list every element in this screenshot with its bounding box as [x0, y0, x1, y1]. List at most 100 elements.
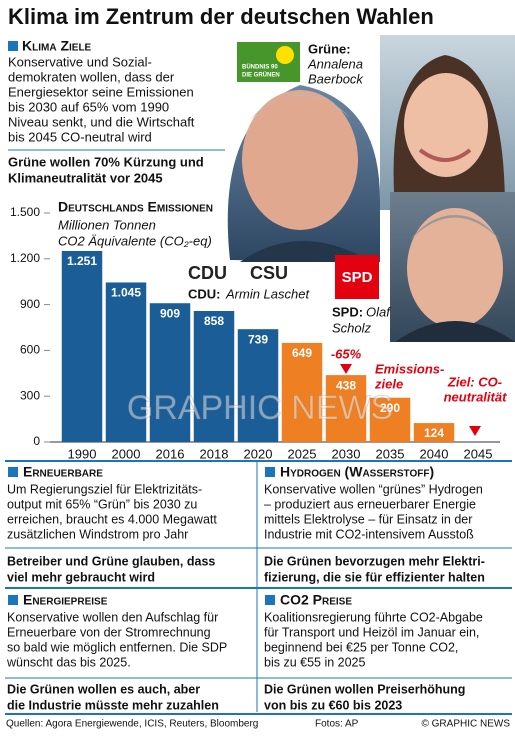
- body-text: bis 2030 auf 65% vom 1990: [8, 99, 169, 114]
- bar: [325, 375, 367, 442]
- x-tick-label: 2020: [244, 446, 273, 461]
- annotation: -65%: [331, 346, 362, 361]
- section-heading: Energiepreise: [23, 592, 108, 608]
- bullet: [8, 595, 18, 605]
- y-tick-label: 600: [20, 343, 40, 357]
- body-text: mittels Elektrolyse – für Einsatz in der: [264, 512, 472, 526]
- highlight-text: Die Grünen bevorzugen mehr Elektri-: [264, 554, 485, 568]
- y-tick-label: 0: [33, 434, 40, 448]
- body-text: – produziert aus erneuerbarer Energie: [264, 497, 476, 511]
- page-title: Klima im Zentrum der deutschen Wahlen: [8, 4, 434, 29]
- body-text: wünscht das bis 2025.: [6, 655, 131, 669]
- body-text: zusätzlichen Windstrom pro Jahr: [7, 527, 188, 541]
- section-heading: CO2 Preise: [280, 592, 352, 608]
- candidate-name: Armin Laschet: [225, 286, 310, 301]
- body-text: Industrie mit CO2-intensivem Ausstoß: [264, 527, 474, 541]
- body-text: Um Regierungsziel für Elektrizitäts-: [7, 482, 202, 496]
- logo-text: SPD: [342, 269, 373, 286]
- x-tick-label: 2018: [200, 446, 229, 461]
- arrow: [340, 364, 352, 374]
- highlight-text: Die Grünen wollen es auch, aber: [7, 682, 200, 696]
- value-label: 649: [292, 346, 312, 360]
- body-text: bis zu €55 in 2025: [264, 655, 366, 669]
- x-tick-label: 2016: [156, 446, 185, 461]
- section-heading: Hydrogen (Wasserstoff): [280, 464, 434, 480]
- value-label: 438: [336, 378, 356, 392]
- body-text: Konservative wollen “grünes” Hydrogen: [264, 482, 483, 496]
- chart-subtitle: CO2 Äquivalente (CO₂-eq): [58, 233, 212, 248]
- photo-baerbock: [380, 35, 515, 210]
- value-label: 1.251: [67, 254, 97, 268]
- x-tick-label: 2045: [464, 446, 493, 461]
- logo-text: DIE GRÜNEN: [242, 72, 280, 79]
- body-text: so bald wie möglich entfernen. Die SDP: [7, 640, 227, 654]
- y-tick-label: 900: [20, 297, 40, 311]
- watermark: GRAPHIC NEWS: [127, 389, 393, 427]
- highlight-text: Klimaneutralität vor 2045: [8, 170, 163, 185]
- candidate-name: Olaf: [366, 304, 391, 319]
- x-tick-label: 2025: [288, 446, 317, 461]
- bullet: [265, 595, 275, 605]
- bullet: [8, 41, 18, 51]
- x-tick-label: 2030: [332, 446, 361, 461]
- body-text: für Transport und Heizöl im Januar ein,: [264, 625, 479, 639]
- annotation: neutralität: [444, 389, 508, 404]
- value-label: 739: [248, 332, 268, 346]
- logo-text: CSU: [250, 263, 288, 283]
- bullet: [265, 467, 275, 477]
- highlight-text: fizierung, die sie für effizienter halte…: [264, 570, 485, 584]
- bar: [193, 311, 235, 442]
- bar: [149, 303, 191, 442]
- photo-laschet: [227, 85, 380, 262]
- x-tick-label: 1990: [68, 446, 97, 461]
- party-label: SPD:: [332, 304, 363, 319]
- value-label: 1.045: [111, 286, 141, 300]
- bar: [237, 329, 279, 442]
- greens-sunflower: [276, 46, 294, 64]
- highlight-text: die Industrie müsste mehr zuzahlen: [7, 698, 219, 712]
- body-text: demokraten wollen, dass der: [8, 69, 175, 84]
- photo-scholz: [390, 192, 515, 342]
- chart-title: Deutschlands Emissionen: [58, 199, 213, 215]
- body-text: output mit 65% “Grün” bis 2030 zu: [7, 497, 197, 511]
- value-label: 290: [380, 401, 400, 415]
- footer-sources: Quellen: Agora Energiewende, ICIS, Reute…: [6, 719, 258, 730]
- x-tick-label: 2040: [420, 446, 449, 461]
- body-text: Konservative und Sozial-: [8, 54, 152, 69]
- candidate-name: Annalena: [307, 56, 363, 71]
- body-text: Koalitionsregierung führte CO2-Abgabe: [264, 610, 483, 624]
- section-heading: Klima Ziele: [22, 38, 92, 54]
- bar: [61, 251, 103, 442]
- section-heading: Erneuerbare: [23, 464, 103, 480]
- bar: [281, 342, 323, 442]
- x-tick-label: 2035: [376, 446, 405, 461]
- candidate-name: Scholz: [332, 320, 372, 335]
- body-text: Energiesektor seine Emissionen: [8, 84, 194, 99]
- logo-text: BÜNDNIS 90: [242, 64, 278, 71]
- highlight-text: von bis zu €60 bis 2023: [264, 698, 402, 712]
- bar: [413, 423, 455, 442]
- body-text: Konservative wollen den Aufschlag für: [7, 610, 218, 624]
- value-label: 858: [204, 314, 224, 328]
- highlight-text: Grüne wollen 70% Kürzung und: [8, 154, 204, 169]
- y-tick-label: 1.500: [10, 205, 40, 219]
- body-text: beginnend bei €25 per Tonne CO2,: [264, 640, 458, 654]
- x-tick-label: 2000: [112, 446, 141, 461]
- party-label: CDU:: [188, 286, 221, 301]
- y-tick-label: 300: [20, 388, 40, 402]
- candidate-name: Baerbock: [308, 71, 364, 86]
- party-label: Grüne:: [308, 41, 351, 56]
- bar: [369, 397, 411, 442]
- body-text: erreichen, braucht es 4.000 Megawatt: [7, 512, 217, 526]
- logo-text: CDU: [188, 263, 227, 283]
- bar: [105, 282, 147, 442]
- value-label: 124: [424, 426, 444, 440]
- value-label: 909: [160, 306, 180, 320]
- highlight-text: Betreiber und Grüne glauben, dass: [7, 554, 215, 568]
- annotation: ziele: [374, 376, 403, 391]
- y-tick-label: 1.200: [10, 251, 40, 265]
- annotation: Emissions-: [375, 361, 444, 376]
- arrow: [469, 426, 481, 436]
